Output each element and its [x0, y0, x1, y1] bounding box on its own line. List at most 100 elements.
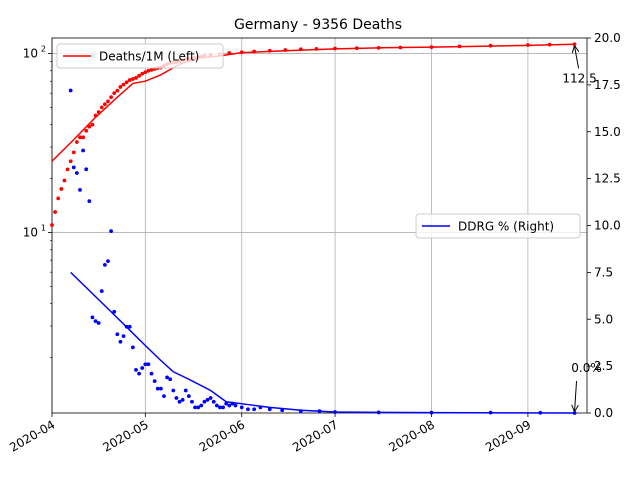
deaths-point	[115, 88, 120, 93]
chart-title: Germany - 9356 Deaths	[234, 17, 402, 33]
legend-box	[415, 213, 581, 239]
ddrg-points	[68, 88, 577, 415]
deaths-point	[146, 68, 151, 73]
x-tick-label: 2020-08	[387, 417, 437, 454]
ddrg-point	[298, 409, 303, 414]
deaths-point	[121, 82, 126, 87]
deaths-point	[488, 43, 493, 48]
ddrg-point	[152, 379, 157, 384]
legend-box	[56, 43, 224, 69]
deaths-point	[102, 102, 107, 107]
deaths-point	[106, 99, 110, 104]
right-tick-label: 7.5	[594, 265, 613, 279]
ddrg-point	[224, 401, 229, 406]
deaths-point	[134, 76, 138, 80]
deaths-point	[90, 122, 95, 127]
deaths-point	[376, 45, 381, 50]
ddrg-point	[183, 388, 188, 393]
deaths-point	[109, 95, 113, 100]
ddrg-point	[317, 409, 322, 414]
deaths-point	[572, 42, 577, 47]
deaths-point	[314, 47, 319, 51]
deaths-point	[252, 49, 257, 54]
ddrg-point	[155, 386, 160, 391]
ddrg-point	[78, 187, 82, 192]
deaths-point	[99, 105, 104, 110]
ddrg-point	[112, 309, 117, 314]
right-tick-label: 5.0	[594, 312, 613, 326]
annotation-arrow	[575, 46, 579, 69]
ddrg-point	[158, 386, 163, 391]
x-axis: 2020-04 2020-05 2020-06 2020-07 2020-08 2020-…	[7, 413, 533, 455]
right-tick-label: 12.5	[594, 172, 621, 186]
deaths-point	[59, 187, 64, 191]
left-tick-label: 10	[23, 225, 38, 239]
annotations: 112.5 0.0%	[562, 46, 602, 411]
right-tick-label: 0.0	[594, 406, 613, 420]
ddrg-point	[99, 289, 104, 294]
deaths-point	[84, 128, 89, 133]
ddrg-point	[205, 397, 210, 402]
deaths-point	[50, 223, 54, 227]
ddrg-point	[143, 362, 148, 367]
x-tick-label: 2020-09	[483, 417, 533, 454]
legend-label: DDRG % (Right)	[458, 220, 554, 234]
ddrg-point	[186, 394, 191, 399]
ddrg-point	[429, 410, 434, 415]
deaths-point	[62, 178, 67, 183]
ddrg-trend	[70, 271, 575, 414]
ddrg-point	[376, 410, 381, 415]
ddrg-point	[333, 410, 337, 414]
ddrg-point	[84, 167, 89, 172]
ddrg-point	[149, 371, 154, 376]
ddrg-point	[121, 334, 126, 339]
ddrg-point	[196, 405, 201, 410]
deaths-point	[96, 110, 101, 115]
ddrg-point	[227, 403, 232, 408]
ddrg-point	[93, 319, 98, 324]
ddrg-point	[168, 377, 173, 382]
deaths-point	[526, 43, 530, 47]
deaths-point	[227, 51, 232, 55]
right-tick-label: 15.0	[594, 125, 621, 139]
deaths-point	[298, 47, 303, 52]
ddrg-point	[258, 405, 263, 410]
legend-deaths: Deaths/1M (Left)	[56, 43, 224, 69]
ddrg-point	[127, 324, 132, 329]
ddrg-point	[90, 315, 95, 320]
deaths-point	[333, 46, 337, 51]
deaths-point	[93, 113, 98, 118]
ddrg-point	[87, 199, 92, 204]
deaths-point	[68, 159, 73, 164]
ddrg-trend-line	[70, 271, 575, 414]
deaths-point	[149, 67, 154, 72]
ddrg-point	[134, 367, 138, 372]
ddrg-point	[146, 362, 151, 367]
deaths-point	[143, 70, 148, 75]
deaths-point	[130, 77, 135, 81]
ddrg-point	[71, 165, 76, 170]
ddrg-point	[233, 403, 238, 408]
deaths-point	[398, 45, 403, 50]
deaths-point	[71, 150, 76, 155]
ddrg-point	[171, 388, 176, 393]
deaths-point	[283, 48, 288, 52]
ddrg-point	[177, 399, 182, 404]
ddrg-point	[252, 407, 257, 412]
ddrg-point	[180, 397, 185, 402]
ddrg-point	[174, 396, 179, 400]
ddrg-point	[106, 259, 110, 264]
deaths-point	[124, 80, 129, 85]
ddrg-point	[572, 411, 577, 415]
ddrg-point	[246, 407, 250, 412]
left-tick-label: 10	[23, 46, 38, 60]
ddrg-point	[124, 324, 129, 329]
ddrg-point	[140, 366, 145, 370]
ddrg-point	[221, 405, 225, 410]
deaths-point	[81, 135, 85, 140]
deaths-point	[547, 42, 552, 47]
ddrg-point	[211, 399, 216, 404]
right-tick-label: 17.5	[594, 78, 621, 92]
